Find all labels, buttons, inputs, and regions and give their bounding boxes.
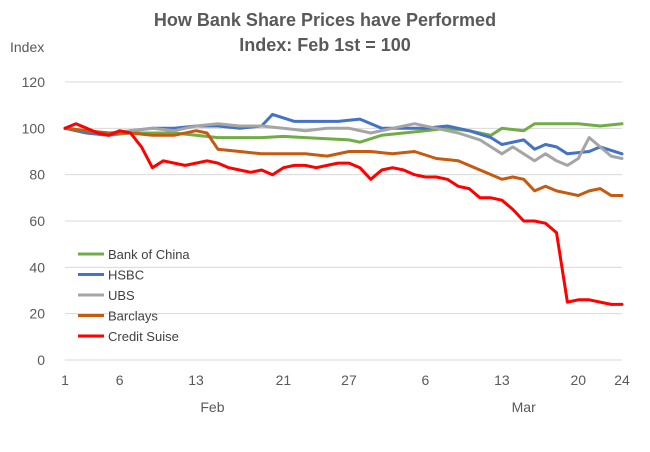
series-lines — [63, 112, 624, 306]
y-axis-label: Index — [10, 39, 44, 55]
y-tick-labels: 0 20 40 60 80 100 120 — [22, 74, 46, 368]
y-tick-label: 60 — [29, 213, 45, 229]
y-tick-label: 80 — [29, 167, 45, 183]
y-tick-label: 100 — [22, 120, 46, 136]
series-line-ubs — [63, 122, 624, 167]
y-tick-label: 40 — [29, 259, 45, 275]
x-tick-label: 6 — [422, 372, 430, 388]
chart-title: How Bank Share Prices have Performed — [154, 10, 496, 30]
legend-label-credit-suise: Credit Suise — [108, 329, 179, 344]
x-tick-label: 20 — [571, 372, 587, 388]
series-line-credit-suise — [63, 122, 624, 306]
y-tick-label: 120 — [22, 74, 46, 90]
y-tick-label: 0 — [37, 352, 45, 368]
series-line-hsbc — [63, 112, 624, 156]
x-tick-label: 24 — [614, 372, 630, 388]
series-line-bank-of-china — [63, 122, 624, 144]
x-tick-labels: 1 6 13 21 27 6 13 20 24 Feb Mar — [61, 372, 630, 415]
x-tick-label: 27 — [341, 372, 357, 388]
legend-label-bank-of-china: Bank of China — [108, 247, 190, 262]
legend-label-ubs: UBS — [108, 288, 135, 303]
chart-subtitle: Index: Feb 1st = 100 — [239, 35, 411, 55]
x-tick-label: 6 — [116, 372, 124, 388]
legend: Bank of China HSBC UBS Barclays Credit Suise — [78, 247, 190, 344]
x-month-label: Mar — [512, 399, 536, 415]
series-line-barclays — [63, 126, 624, 197]
x-tick-label: 13 — [494, 372, 510, 388]
x-tick-label: 1 — [61, 372, 69, 388]
legend-label-hsbc: HSBC — [108, 268, 144, 283]
legend-label-barclays: Barclays — [108, 309, 158, 324]
x-tick-label: 13 — [188, 372, 204, 388]
y-tick-label: 20 — [29, 306, 45, 322]
x-tick-label: 21 — [276, 372, 292, 388]
x-month-label: Feb — [200, 399, 224, 415]
